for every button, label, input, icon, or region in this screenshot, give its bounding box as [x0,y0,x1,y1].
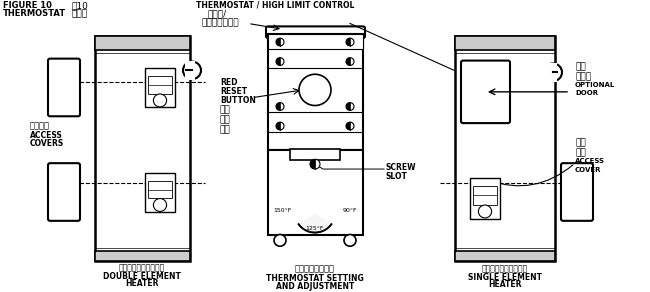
Circle shape [299,74,331,105]
Wedge shape [276,38,280,46]
Text: 150°F: 150°F [273,208,291,213]
Text: 高温限制控制器: 高温限制控制器 [202,19,240,27]
Text: 图10: 图10 [72,1,89,10]
Text: 温控器/: 温控器/ [208,10,227,19]
Bar [145,68,175,107]
FancyBboxPatch shape [48,163,80,221]
FancyBboxPatch shape [561,163,593,221]
Wedge shape [276,102,280,110]
Text: THERMOSTAT / HIGH LIMIT CONTROL: THERMOSTAT / HIGH LIMIT CONTROL [196,1,354,10]
Bar [470,178,500,219]
Wedge shape [346,102,350,110]
Text: 温控器: 温控器 [72,10,88,19]
Circle shape [346,122,354,130]
Text: 重置: 重置 [220,115,231,124]
Text: OPTIONAL: OPTIONAL [575,82,616,88]
Text: THERMOSTAT SETTING: THERMOSTAT SETTING [266,274,364,283]
Circle shape [276,102,284,110]
Circle shape [276,122,284,130]
Text: 观察门: 观察门 [575,72,591,81]
Text: 温控器设置和调节: 温控器设置和调节 [295,265,335,274]
Text: 盖板: 盖板 [575,149,586,157]
Bar [455,251,555,261]
Circle shape [544,64,562,81]
Bar [290,149,340,160]
Bar [148,76,172,94]
Text: 红色: 红色 [220,105,231,114]
Text: SLOT: SLOT [385,172,407,181]
Bar [95,251,190,261]
Text: ACCESS: ACCESS [30,131,63,140]
Circle shape [310,159,320,169]
Wedge shape [346,58,350,65]
Bar [473,186,497,204]
Bar [268,150,363,234]
Polygon shape [298,213,332,232]
Text: HEATER: HEATER [488,280,522,289]
Text: 单个加热元件的热水器: 单个加热元件的热水器 [482,265,528,274]
Text: FIGURE 10: FIGURE 10 [3,1,52,10]
Text: RESET: RESET [220,87,247,96]
FancyBboxPatch shape [266,26,365,38]
Text: AND ADJUSTMENT: AND ADJUSTMENT [276,282,354,291]
Bar [455,36,555,261]
Text: RED: RED [220,78,237,87]
Circle shape [276,58,284,65]
FancyBboxPatch shape [461,60,510,123]
Text: 观察盖板: 观察盖板 [30,121,50,130]
Text: DOUBLE ELEMENT: DOUBLE ELEMENT [103,272,181,281]
FancyBboxPatch shape [48,59,80,116]
Circle shape [346,38,354,46]
Circle shape [346,58,354,65]
Text: SINGLE ELEMENT: SINGLE ELEMENT [468,273,542,281]
Text: COVER: COVER [575,167,601,173]
Text: 备选: 备选 [575,62,586,72]
Bar [148,181,172,198]
Wedge shape [346,122,350,130]
Bar [268,34,363,150]
Circle shape [276,38,284,46]
Text: HEATER: HEATER [125,279,159,288]
Bar [543,62,557,82]
Text: 观察: 观察 [575,139,586,148]
Wedge shape [276,58,280,65]
Circle shape [153,94,166,107]
Bar [268,34,363,49]
Text: 两个加热元件的热水器: 两个加热元件的热水器 [119,264,165,273]
Circle shape [344,234,356,246]
Text: BUTTON: BUTTON [220,96,256,105]
Text: SCREW: SCREW [385,163,415,172]
Circle shape [346,102,354,110]
Text: DOOR: DOOR [575,90,598,96]
Wedge shape [310,159,315,169]
Circle shape [183,62,201,79]
Bar [145,173,175,212]
Text: 125°F: 125°F [306,226,324,231]
Text: ACCESS: ACCESS [575,158,605,164]
Text: THERMOSTAT: THERMOSTAT [3,9,66,18]
Text: 按钮: 按钮 [220,125,231,134]
Circle shape [153,199,166,211]
Bar [455,36,555,50]
Text: 90°F: 90°F [343,208,357,213]
Wedge shape [276,122,280,130]
Circle shape [274,234,286,246]
Bar [95,36,190,261]
Text: COVERS: COVERS [30,139,64,148]
Circle shape [478,205,491,218]
Bar [95,36,190,50]
Bar [185,60,195,80]
Wedge shape [346,38,350,46]
